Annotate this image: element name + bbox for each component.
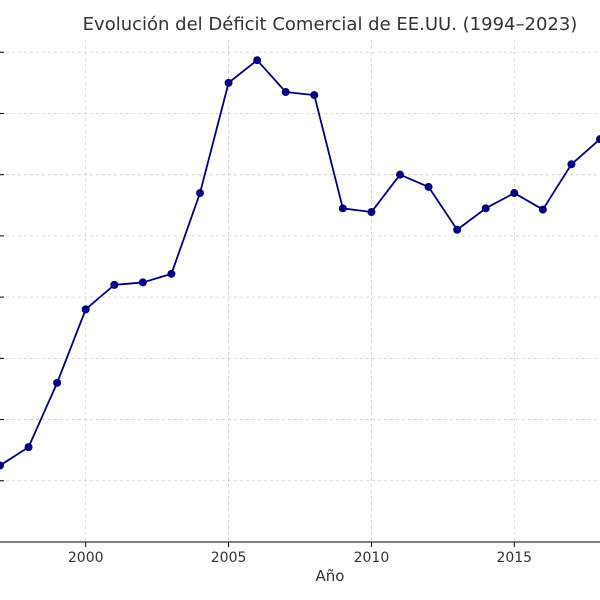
data-point bbox=[0, 461, 4, 470]
data-point bbox=[224, 78, 233, 87]
grid bbox=[0, 40, 600, 542]
data-point bbox=[110, 280, 119, 289]
data-point bbox=[138, 278, 147, 287]
data-point bbox=[424, 182, 433, 191]
data-point bbox=[510, 189, 519, 198]
series-line bbox=[0, 59, 600, 467]
data-point bbox=[481, 204, 490, 213]
data-point bbox=[253, 56, 262, 65]
data-point bbox=[24, 443, 33, 452]
x-tick-label: 2010 bbox=[354, 550, 390, 566]
data-point bbox=[596, 135, 600, 144]
data-point bbox=[196, 189, 204, 198]
data-point bbox=[53, 378, 62, 387]
axes bbox=[0, 51, 600, 543]
data-point bbox=[538, 205, 547, 214]
data-point bbox=[453, 225, 462, 234]
x-axis-label: Año bbox=[316, 567, 345, 585]
data-point bbox=[396, 170, 404, 179]
series bbox=[0, 56, 600, 470]
data-point bbox=[338, 204, 347, 213]
data-point bbox=[367, 208, 376, 217]
x-tick-label: 2000 bbox=[68, 550, 104, 566]
x-tick-label: 2015 bbox=[496, 550, 532, 566]
x-ticks: 2000 2005 2010 2015 bbox=[68, 542, 532, 566]
data-point bbox=[281, 88, 290, 97]
data-point bbox=[567, 160, 576, 169]
data-point bbox=[167, 269, 176, 278]
data-point bbox=[310, 91, 319, 100]
chart-title: Evolución del Déficit Comercial de EE.UU… bbox=[83, 14, 578, 35]
x-tick-label: 2005 bbox=[211, 550, 247, 566]
data-point bbox=[81, 305, 90, 314]
